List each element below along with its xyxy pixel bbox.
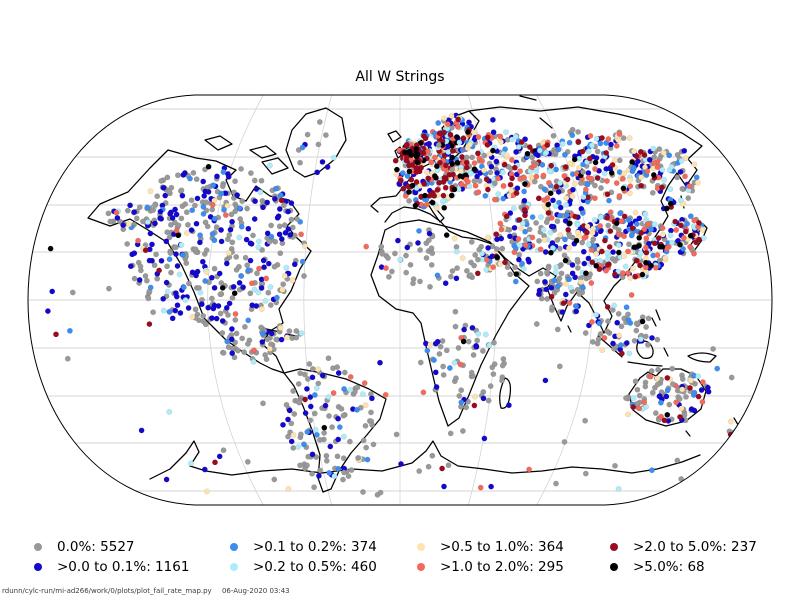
footer-timestamp: 06-Aug-2020 03:43 xyxy=(221,587,290,595)
legend-item: >5.0%: 68 xyxy=(605,557,757,577)
legend-label: 0.0%: 5527 xyxy=(57,539,135,555)
legend-label: >0.1 to 0.2%: 374 xyxy=(253,539,377,555)
projection-outline xyxy=(27,94,773,506)
legend-item: >2.0 to 5.0%: 237 xyxy=(605,537,757,557)
legend-label: >1.0 to 2.0%: 295 xyxy=(440,559,564,575)
legend-column: >0.1 to 0.2%: 374 >0.2 to 0.5%: 460 xyxy=(225,537,377,577)
legend-item: 0.0%: 5527 xyxy=(29,537,189,557)
footer-script-path: rdunn/cylc-run/mi-ad266/work/0/plots/plo… xyxy=(2,587,212,595)
legend-swatch-dot xyxy=(34,543,42,551)
legend-label: >0.0 to 0.1%: 1161 xyxy=(57,559,190,575)
legend-label: >0.5 to 1.0%: 364 xyxy=(440,539,564,555)
legend-column: >0.5 to 1.0%: 364 >1.0 to 2.0%: 295 xyxy=(412,537,564,577)
plot-title: All W Strings xyxy=(355,69,445,85)
legend-swatch-dot xyxy=(417,543,425,551)
legend-column: 0.0%: 5527 >0.0 to 0.1%: 1161 xyxy=(29,537,189,577)
legend-column: >2.0 to 5.0%: 237 >5.0%: 68 xyxy=(605,537,757,577)
footer: rdunn/cylc-run/mi-ad266/work/0/plots/plo… xyxy=(2,587,298,595)
legend-item: >1.0 to 2.0%: 295 xyxy=(412,557,564,577)
legend-swatch-dot xyxy=(610,543,618,551)
legend-item: >0.2 to 0.5%: 460 xyxy=(225,557,377,577)
legend-swatch-dot xyxy=(610,563,618,571)
legend-swatch-dot xyxy=(230,563,238,571)
legend-label: >0.2 to 0.5%: 460 xyxy=(253,559,377,575)
legend-swatch-dot xyxy=(230,543,238,551)
station-dots xyxy=(45,112,753,498)
legend-label: >2.0 to 5.0%: 237 xyxy=(633,539,757,555)
legend-item: >0.5 to 1.0%: 364 xyxy=(412,537,564,557)
legend-item: >0.0 to 0.1%: 1161 xyxy=(29,557,189,577)
legend-item: >0.1 to 0.2%: 374 xyxy=(225,537,377,557)
legend-label: >5.0%: 68 xyxy=(633,559,705,575)
legend-swatch-dot xyxy=(417,563,425,571)
legend-swatch-dot xyxy=(34,563,42,571)
